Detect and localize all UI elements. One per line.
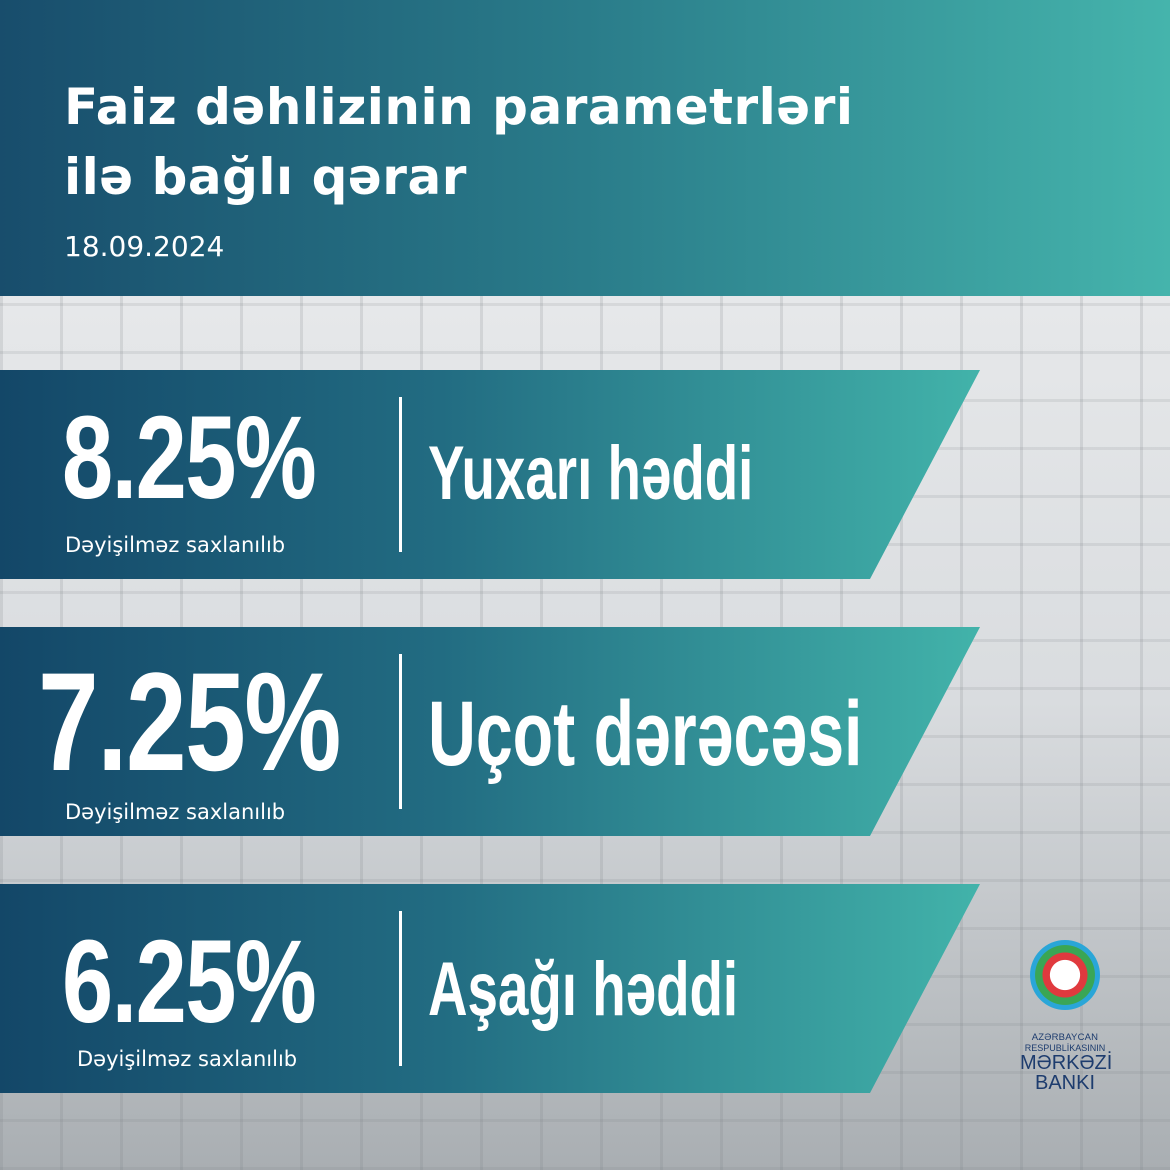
header: Faiz dəhlizinin parametrləri ilə bağlı q… (0, 0, 1170, 296)
title-line-2: ilə bağlı qərar (64, 148, 467, 206)
rate-value: 7.25% (38, 643, 341, 800)
divider (399, 911, 402, 1066)
rate-banner-discount: 7.25% Dəyişilməz saxlanılıb Uçot dərəcəs… (0, 627, 980, 836)
rate-label: Yuxarı həddi (428, 431, 754, 516)
logo-line-3: MƏRKƏZİ (1020, 1052, 1113, 1074)
central-bank-logo: AZƏRBAYCAN RESPUBLİKASININ MƏRKƏZİ BANKI (1020, 940, 1113, 1094)
logo-line-1: AZƏRBAYCAN (1031, 1032, 1099, 1043)
rate-status: Dəyişilməz saxlanılıb (77, 1047, 298, 1071)
rate-status: Dəyişilməz saxlanılıb (65, 533, 286, 557)
rate-value: 8.25% (62, 392, 317, 524)
title-line-1: Faiz dəhlizinin parametrləri (64, 78, 854, 136)
divider (399, 654, 402, 809)
rate-banner-upper: 8.25% Dəyişilməz saxlanılıb Yuxarı həddi (0, 370, 980, 579)
logo-line-4: BANKI (1034, 1072, 1096, 1094)
page-title: Faiz dəhlizinin parametrləri ilə bağlı q… (64, 72, 854, 212)
rate-label: Aşağı həddi (428, 947, 739, 1032)
divider (399, 397, 402, 552)
rate-value: 6.25% (62, 916, 317, 1048)
state-emblem-icon (1030, 940, 1100, 1010)
rate-status: Dəyişilməz saxlanılıb (65, 800, 286, 824)
rate-banner-lower: 6.25% Dəyişilməz saxlanılıb Aşağı həddi (0, 884, 980, 1093)
logo-line-2: RESPUBLİKASININ (1024, 1043, 1106, 1053)
date: 18.09.2024 (64, 230, 225, 263)
rate-label: Uçot dərəcəsi (428, 683, 863, 785)
